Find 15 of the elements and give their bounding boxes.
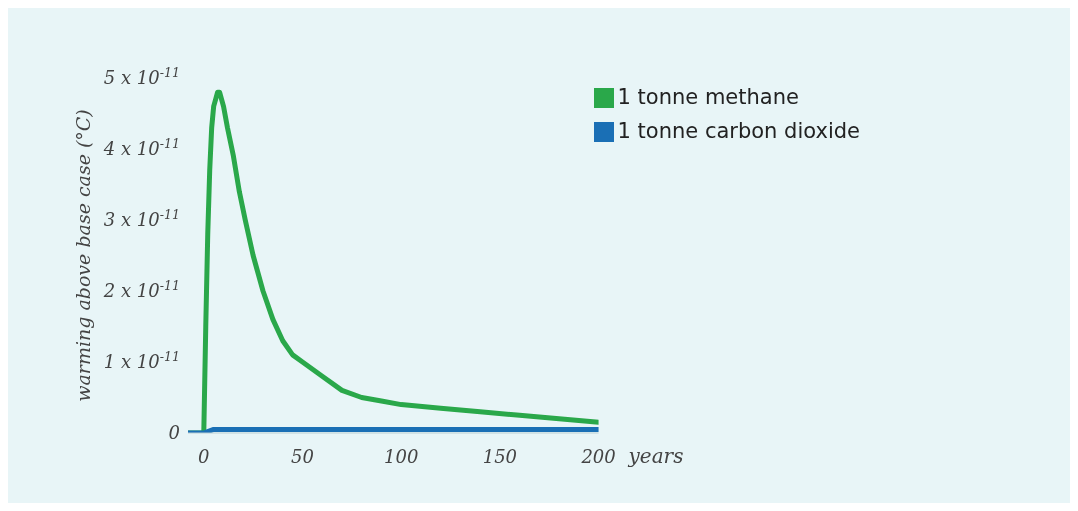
- x-tick-label: 200: [580, 446, 616, 467]
- legend-label: 1 tonne carbon dioxide: [617, 119, 860, 143]
- y-tick-label: 5 x 10$^{-11}$: [103, 64, 180, 88]
- x-tick-label: 0: [198, 446, 210, 467]
- x-tick-label: 150: [482, 446, 518, 467]
- y-tick-label: 0: [168, 422, 180, 443]
- y-tick-label: 3 x 10$^{-11}$: [103, 206, 180, 230]
- x-tick-label: 50: [291, 446, 314, 467]
- y-axis-title: warming above base case (°C): [72, 109, 94, 402]
- legend-label: 1 tonne methane: [617, 85, 799, 109]
- x-axis-title: years: [627, 444, 684, 468]
- x-tick-label: 100: [384, 446, 419, 467]
- y-tick-label: 4 x 10$^{-11}$: [102, 135, 180, 159]
- y-tick-label: 2 x 10$^{-11}$: [102, 277, 180, 301]
- y-tick-label: 1 x 10$^{-11}$: [103, 348, 180, 372]
